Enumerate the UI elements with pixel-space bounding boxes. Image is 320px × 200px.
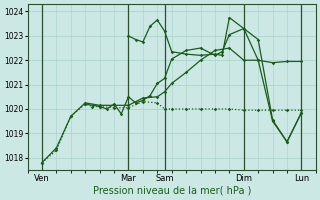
X-axis label: Pression niveau de la mer( hPa ): Pression niveau de la mer( hPa ) bbox=[92, 186, 251, 196]
